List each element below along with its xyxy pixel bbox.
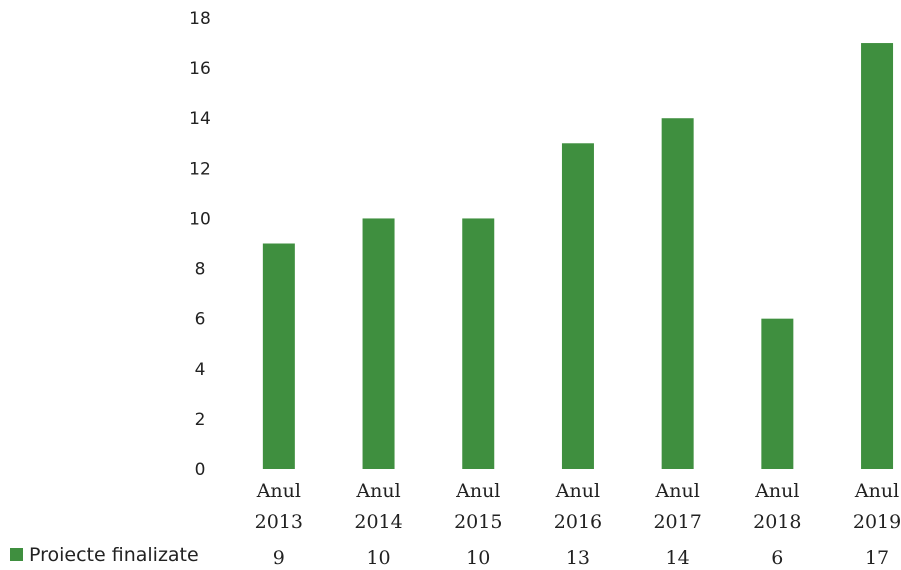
bar — [861, 43, 894, 470]
data-table-value: 13 — [566, 547, 590, 569]
x-category-label: 2018 — [753, 511, 801, 533]
x-axis: Anul 2013 Anul 2014 Anul 2015 Anul 2016 Anul 2017… — [255, 480, 901, 533]
x-category-label: 2016 — [554, 511, 602, 533]
legend-label: Proiecte finalizate — [29, 544, 199, 566]
y-tick-label: 12 — [189, 159, 211, 179]
y-tick-label: 8 — [195, 260, 206, 280]
x-category-label: 2019 — [853, 511, 901, 533]
data-table-value: 10 — [366, 547, 390, 569]
x-category-label: Anul — [555, 480, 600, 502]
x-category-label: 2013 — [255, 511, 303, 533]
x-category-label: Anul — [455, 480, 500, 502]
bars — [262, 43, 894, 470]
bar — [362, 218, 395, 469]
y-tick-label: 10 — [189, 209, 211, 229]
x-category-label: Anul — [655, 480, 700, 502]
bar — [661, 118, 694, 469]
x-category-label: Anul — [256, 480, 301, 502]
x-category-label: 2017 — [653, 511, 701, 533]
x-category-label: Anul — [754, 480, 799, 502]
bar — [462, 218, 495, 469]
data-table-value: 6 — [771, 547, 783, 569]
x-category-label: Anul — [355, 480, 400, 502]
data-table-value: 10 — [466, 547, 490, 569]
data-table-value: 14 — [666, 547, 690, 569]
bar — [761, 318, 794, 469]
x-category-label: Anul — [854, 480, 899, 502]
y-tick-label: 18 — [189, 9, 211, 29]
y-tick-label: 14 — [189, 109, 211, 129]
legend-swatch — [10, 548, 23, 561]
data-table-values: 9 10 10 13 14 6 17 — [273, 547, 889, 569]
y-tick-label: 16 — [189, 59, 211, 79]
data-table-value: 17 — [865, 547, 889, 569]
data-table-value: 9 — [273, 547, 285, 569]
y-tick-label: 2 — [195, 410, 206, 430]
x-category-label: 2014 — [354, 511, 402, 533]
y-tick-label: 0 — [195, 460, 206, 480]
x-category-label: 2015 — [454, 511, 502, 533]
legend: Proiecte finalizate — [10, 544, 199, 566]
bar — [561, 143, 594, 469]
y-tick-label: 4 — [195, 360, 206, 380]
y-axis: 0 2 4 6 8 10 12 14 16 18 — [189, 9, 211, 480]
bar — [262, 243, 295, 469]
y-tick-label: 6 — [195, 310, 206, 330]
